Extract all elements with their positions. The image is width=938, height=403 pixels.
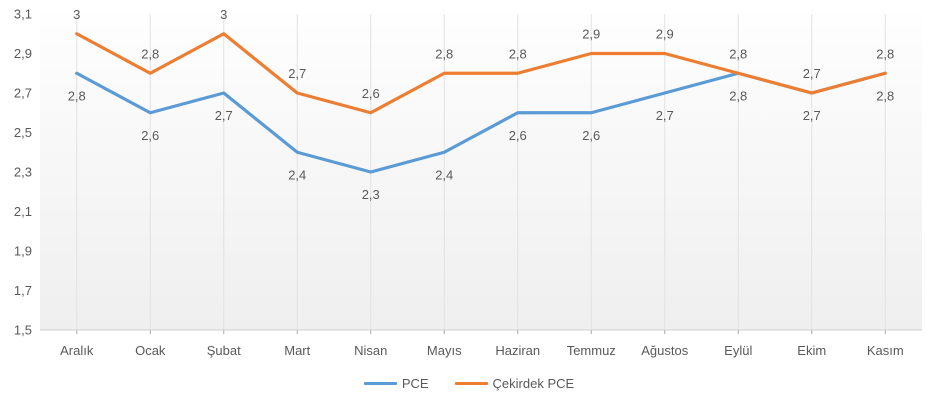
data-label: 2,9 [656, 27, 674, 42]
series-line-çekirdek-pce [75, 32, 887, 115]
legend-line-swatch [363, 381, 397, 385]
x-tick-label: Mayıs [427, 343, 462, 358]
plot-background [40, 14, 922, 330]
y-tick-label: 2,5 [14, 125, 32, 140]
data-label: 2,7 [215, 108, 233, 123]
data-label: 2,6 [509, 128, 527, 143]
legend-item-pce: PCE [363, 375, 429, 391]
legend-label: Çekirdek PCE [492, 375, 575, 391]
data-label: 2,8 [509, 46, 527, 61]
data-label: 2,7 [288, 66, 306, 81]
x-tick-label: Temmuz [567, 343, 616, 358]
data-label: 2,3 [362, 187, 380, 202]
data-label: 2,8 [876, 46, 894, 61]
y-tick-label: 1,9 [14, 244, 32, 259]
y-tick-label: 3,1 [14, 7, 32, 22]
x-tick-label: Ağustos [641, 343, 688, 358]
data-label: 2,6 [141, 128, 159, 143]
data-label: 2,8 [876, 88, 894, 103]
data-label: 2,4 [288, 167, 306, 182]
chart-legend: PCE Çekirdek PCE [0, 372, 938, 394]
data-label: 2,8 [729, 88, 747, 103]
legend-item-çekirdek-pce: Çekirdek PCE [454, 375, 575, 391]
x-tick-label: Mart [284, 343, 310, 358]
y-tick-label: 2,7 [14, 86, 32, 101]
x-tick-label: Ekim [797, 343, 826, 358]
data-label: 2,8 [435, 46, 453, 61]
data-label: 2,7 [803, 108, 821, 123]
data-label: 3 [220, 7, 227, 22]
data-label: 2,7 [656, 108, 674, 123]
x-tick-label: Kasım [867, 343, 904, 358]
y-tick-label: 2,9 [14, 46, 32, 61]
data-label: 2,6 [582, 128, 600, 143]
x-tick-label: Aralık [60, 343, 94, 358]
y-tick-label: 2,1 [14, 204, 32, 219]
data-label: 3 [73, 7, 80, 22]
chart-plot-area: 3,1 2,9 2,7 2,5 2,3 2,1 1,9 1,7 1,5 Aralık Ocak Şub… [14, 7, 922, 358]
data-label: 2,8 [141, 46, 159, 61]
y-tick-label: 2,3 [14, 165, 32, 180]
y-tick-label: 1,5 [14, 323, 32, 338]
x-tick-label: Şubat [207, 343, 241, 358]
data-label: 2,8 [68, 88, 86, 103]
x-tick-label: Haziran [495, 343, 540, 358]
legend-label: PCE [401, 375, 429, 391]
y-tick-label: 1,7 [14, 283, 32, 298]
legend-line-swatch [454, 381, 488, 385]
x-tick-label: Nisan [354, 343, 387, 358]
x-tick-label: Eylül [724, 343, 752, 358]
x-tick-label: Ocak [135, 343, 166, 358]
data-label: 2,6 [362, 86, 380, 101]
data-label: 2,4 [435, 167, 453, 182]
data-label: 2,9 [582, 27, 600, 42]
data-label: 2,8 [729, 46, 747, 61]
data-label: 2,7 [803, 66, 821, 81]
